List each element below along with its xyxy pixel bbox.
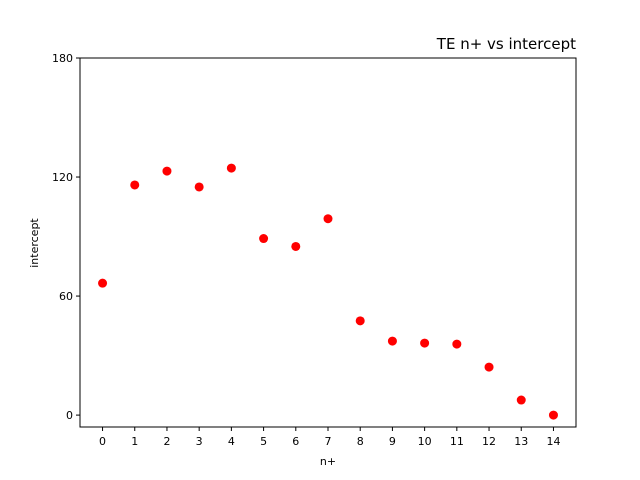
- x-tick-label: 14: [546, 435, 560, 448]
- x-tick-label: 10: [418, 435, 432, 448]
- point: [420, 338, 430, 348]
- x-tick-label: 6: [292, 435, 299, 448]
- x-tick-label: 4: [228, 435, 235, 448]
- x-axis-label: n+: [320, 455, 336, 468]
- x-tick-label: 0: [99, 435, 106, 448]
- chart-title: TE n+ vs intercept: [436, 35, 576, 53]
- point: [516, 395, 526, 405]
- plot-frame: [79, 57, 577, 428]
- x-tick-label: 9: [389, 435, 396, 448]
- point: [130, 180, 140, 190]
- x-tick-label: 3: [196, 435, 203, 448]
- y-tick-label: 0: [66, 409, 73, 422]
- point: [194, 182, 204, 192]
- point: [355, 316, 365, 326]
- point: [452, 339, 462, 349]
- y-tick-label: 180: [52, 52, 73, 65]
- point: [291, 241, 301, 251]
- x-tick-label: 1: [131, 435, 138, 448]
- y-tick-label: 120: [52, 171, 73, 184]
- point: [484, 362, 494, 372]
- x-tick-label: 8: [357, 435, 364, 448]
- x-tick-label: 5: [260, 435, 267, 448]
- x-tick-label: 12: [482, 435, 496, 448]
- x-tick-label: 13: [514, 435, 528, 448]
- point: [323, 214, 333, 224]
- x-tick-label: 11: [450, 435, 464, 448]
- y-axis-label: intercept: [28, 218, 41, 268]
- point: [259, 234, 269, 244]
- x-tick-label: 7: [325, 435, 332, 448]
- x-tick-label: 2: [163, 435, 170, 448]
- point: [548, 410, 558, 420]
- y-tick-label: 60: [59, 290, 73, 303]
- point: [387, 336, 397, 346]
- point: [98, 278, 108, 288]
- point: [226, 163, 236, 173]
- point: [162, 166, 172, 176]
